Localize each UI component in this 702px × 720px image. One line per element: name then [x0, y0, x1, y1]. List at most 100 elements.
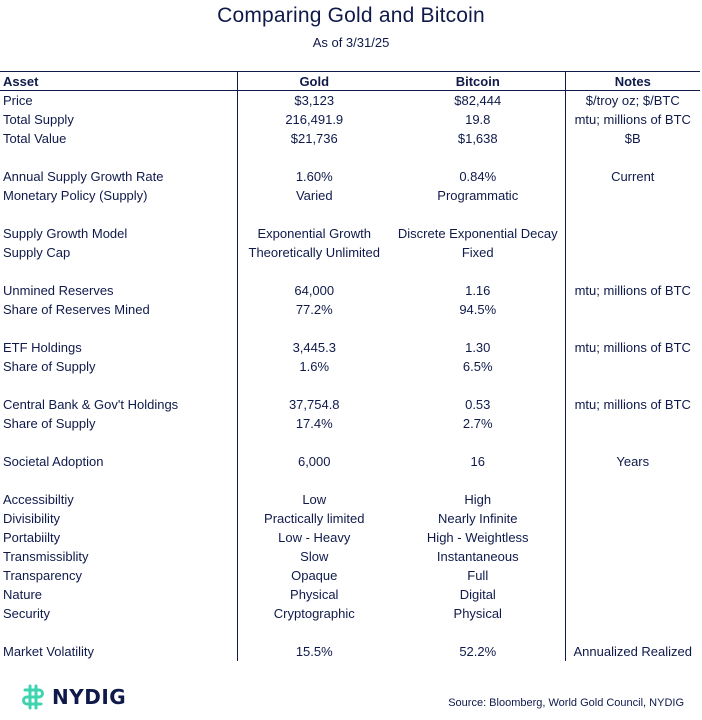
table-row: Transmissiblity Slow Instantaneous [0, 547, 700, 566]
nydig-logo-icon [22, 684, 44, 710]
table-row: Share of Supply 17.4% 2.7% [0, 414, 700, 433]
row-label: Societal Adoption [3, 454, 104, 469]
row-label: Share of Supply [3, 359, 96, 374]
table-row: Unmined Reserves 64,000 1.16 mtu; millions … [0, 281, 700, 300]
gold-value: Exponential Growth [236, 224, 391, 243]
spacer-row [0, 148, 700, 167]
table-row: Supply Growth Model Exponential Growth Dis… [0, 224, 700, 243]
gold-value: 64,000 [236, 281, 391, 300]
bitcoin-value: 6.5% [462, 359, 493, 374]
bitcoin-value: Programmatic [437, 188, 519, 203]
table-row: Share of Supply 1.6% 6.5% [0, 357, 700, 376]
spacer-row [0, 623, 700, 642]
gold-value: Opaque [236, 566, 391, 585]
row-label: Annual Supply Growth Rate [3, 169, 164, 184]
notes-value [564, 300, 700, 319]
notes-value: mtu; millions of BTC [564, 281, 700, 300]
bitcoin-value: 1.16 [465, 283, 491, 298]
bitcoin-value: 1.30 [465, 340, 491, 355]
row-label: Market Volatility [3, 644, 95, 659]
notes-value [564, 547, 700, 566]
row-label: ETF Holdings [3, 340, 82, 355]
source-note: Source: Bloomberg, World Gold Council, N… [448, 697, 684, 709]
bitcoin-value: 0.53 [465, 397, 491, 412]
table-row: Central Bank & Gov't Holdings 37,754.8 0.5… [0, 395, 700, 414]
notes-value [564, 186, 700, 205]
bitcoin-value: Physical [453, 606, 502, 621]
table-row: Divisibility Practically limited Nearly In… [0, 509, 700, 528]
table-row: Share of Reserves Mined 77.2% 94.5% [0, 300, 700, 319]
bitcoin-value: Full [467, 568, 489, 583]
notes-value: mtu; millions of BTC [564, 395, 700, 414]
bitcoin-value: Instantaneous [436, 549, 519, 564]
spacer-row [0, 471, 700, 490]
row-label: Unmined Reserves [3, 283, 114, 298]
spacer-row [0, 319, 700, 338]
bitcoin-value: Nearly Infinite [438, 511, 518, 526]
gold-value: Varied [236, 186, 391, 205]
page-title: Comparing Gold and Bitcoin [217, 4, 485, 27]
notes-value [564, 604, 700, 623]
bitcoin-value: 52.2% [459, 644, 497, 659]
notes-value: Annualized Realized [564, 642, 700, 661]
table-row: ETF Holdings 3,445.3 1.30 mtu; millions of … [0, 338, 700, 357]
gold-value: Low [236, 490, 391, 509]
table-row: Portabiilty Low - Heavy High - Weightless [0, 528, 700, 547]
notes-value [564, 490, 700, 509]
brand-name: NYDIG [52, 685, 127, 709]
bitcoin-value: 16 [470, 454, 485, 469]
gold-value: Cryptographic [236, 604, 391, 623]
row-label: Price [3, 93, 33, 108]
gold-value: 1.60% [236, 167, 391, 186]
header-notes: Notes [564, 71, 700, 91]
bitcoin-value: 2.7% [462, 416, 493, 431]
gold-value: 1.6% [236, 357, 391, 376]
bitcoin-value: 0.84% [459, 169, 497, 184]
notes-value: Current [564, 167, 700, 186]
spacer-row [0, 376, 700, 395]
gold-value: 6,000 [236, 452, 391, 471]
row-label: Portabiilty [3, 530, 61, 545]
spacer-row [0, 262, 700, 281]
table-row: Societal Adoption 6,000 16 Years [0, 452, 700, 471]
header-asset: Asset [0, 71, 237, 91]
spacer-row [0, 433, 700, 452]
row-label: Nature [3, 587, 43, 602]
gold-value: Physical [236, 585, 391, 604]
table-row: Total Value $21,736 $1,638 $B [0, 129, 700, 148]
table-row: Supply Cap Theoretically Unlimited Fixed [0, 243, 700, 262]
row-label: Transparency [3, 568, 82, 583]
row-label: Accessibiltiy [3, 492, 74, 507]
bitcoin-value: Discrete Exponential Decay [397, 226, 558, 241]
row-label: Share of Reserves Mined [3, 302, 150, 317]
row-label: Total Supply [3, 112, 74, 127]
page-subtitle: As of 3/31/25 [312, 35, 390, 50]
notes-value [564, 528, 700, 547]
table-row: Total Supply 216,491.9 19.8 mtu; millions o… [0, 110, 700, 129]
bitcoin-value: $82,444 [454, 93, 502, 108]
notes-value [564, 224, 700, 243]
row-label: Transmissiblity [3, 549, 89, 564]
bitcoin-value: Fixed [461, 245, 494, 260]
table-row: Security Cryptographic Physical [0, 604, 700, 623]
table-row: Monetary Policy (Supply) Varied Programmat… [0, 186, 700, 205]
notes-value [564, 585, 700, 604]
gold-value: 216,491.9 [236, 110, 391, 129]
table-row: Annual Supply Growth Rate 1.60% 0.84% Curre… [0, 167, 700, 186]
comparison-table: Asset Gold Bitcoin Notes Price $3,123 $82,… [0, 71, 700, 661]
notes-value: mtu; millions of BTC [564, 110, 700, 129]
gold-value: Slow [236, 547, 391, 566]
notes-value [564, 414, 700, 433]
bitcoin-value: $1,638 [457, 131, 498, 146]
bitcoin-value: 94.5% [459, 302, 497, 317]
row-label: Supply Cap [3, 245, 71, 260]
notes-value: Years [564, 452, 700, 471]
spacer-row [0, 205, 700, 224]
notes-value: $/troy oz; $/BTC [564, 90, 700, 110]
row-label: Security [3, 606, 50, 621]
bitcoin-value: High [464, 492, 492, 507]
row-label: Total Value [3, 131, 67, 146]
table-body: Price $3,123 $82,444 $/troy oz; $/BTC Total … [0, 90, 700, 661]
bitcoin-value: Digital [459, 587, 496, 602]
row-label: Divisibility [3, 511, 61, 526]
